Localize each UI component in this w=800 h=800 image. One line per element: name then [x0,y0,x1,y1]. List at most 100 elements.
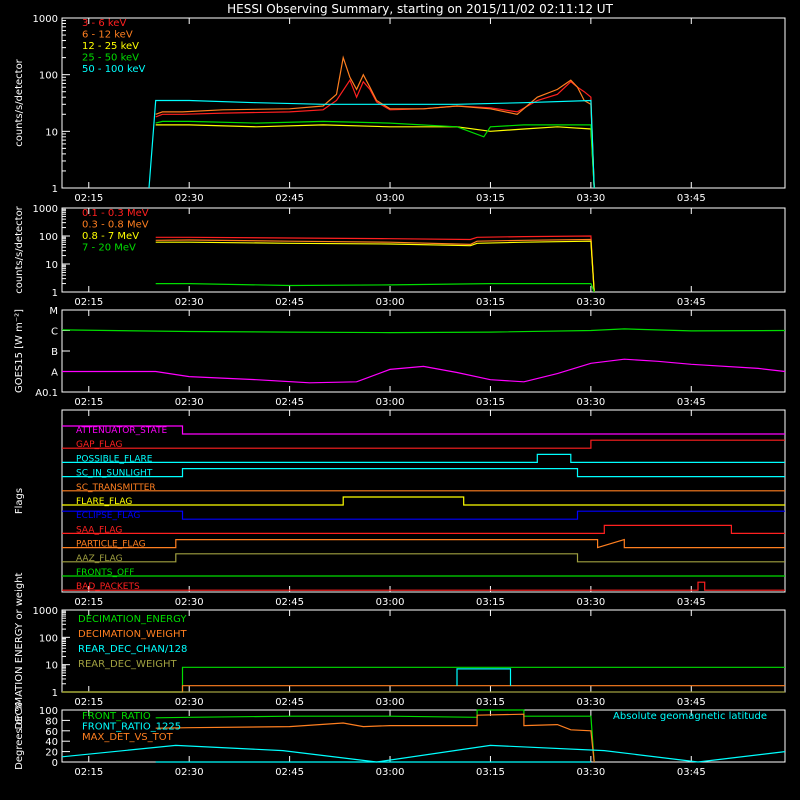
decimation-ylabel: DECIMATION ENERGY or weight [14,572,25,729]
flags-label-fronts-off: FRONTS_OFF [76,568,134,578]
ratios-legend-front-ratio-1225: FRONT_RATIO_1225 [82,722,181,733]
lightcurves-series-50-100-kev [148,99,595,189]
ratios-xtick-label-6: 03:45 [677,767,706,778]
lightcurves-legend-50-100-kev: 50 - 100 keV [82,64,146,75]
flags-label-particle-flag: PARTICLE_FLAG [76,540,146,550]
decimation-legend-decimation-energy: DECIMATION_ENERGY [78,614,187,625]
flags-label-possible-flare: POSSIBLE_FLARE [76,454,153,464]
flags-xtick-label-4: 03:15 [476,597,505,608]
flags-label-gap-flag: GAP_FLAG [76,440,122,450]
decimation-series-rear-dec-chan-128 [456,668,512,686]
flags-xtick-label-2: 02:45 [275,597,304,608]
decimation-ytick-label-1: 10 [45,661,58,672]
ratios-xtick-label-4: 03:15 [476,767,505,778]
goes-ytick-label-0: A0.1 [35,388,58,399]
goes-ylabel: GOES15 [W m⁻²] [14,309,25,393]
high_energy-xtick-label-5: 03:30 [576,297,605,308]
flags-series-gap-flag [62,439,785,449]
high_energy-xtick-label-1: 02:30 [175,297,204,308]
ratios-ytick-label-4: 80 [45,716,58,727]
flags-xtick-label-1: 02:30 [175,597,204,608]
lightcurves-xtick-label-3: 03:00 [376,193,405,204]
decimation-xtick-label-2: 02:45 [275,697,304,708]
decimation-xtick-label-5: 03:30 [576,697,605,708]
flags-label-sc-transmitter: SC_TRANSMITTER [76,483,156,493]
high_energy-xtick-label-4: 03:15 [476,297,505,308]
decimation-ytick-label-2: 100 [39,633,58,644]
panel-flags: 02:15 02:30 02:45 03:00 03:15 03:30 03:45 Flags… [14,409,786,608]
lightcurves-ytick-label-1: 10 [45,127,58,138]
ratios-series-absolute-geomagnetic-latitude [61,744,786,763]
ratios-ytick-label-2: 40 [45,737,58,748]
ratios-xtick-label-2: 02:45 [275,767,304,778]
goes-ytick-label-1: A [51,368,58,379]
flags-ylabel: Flags [14,488,25,514]
high_energy-series-0-3-0-8-mev [155,238,595,293]
decimation-legend-rear-dec-chan-128: REAR_DEC_CHAN/128 [78,644,187,655]
ratios-annotation: Absolute geomagnetic latitude [613,711,767,722]
high_energy-series-7-20-mev [155,283,595,293]
flags-xtick-label-5: 03:30 [576,597,605,608]
ratios-series-max-det-vs-tot [155,713,595,763]
ratios-ytick-label-5: 100 [39,706,58,717]
lightcurves-ytick-label-0: 1 [52,184,58,195]
ratios-series-front-ratio [155,709,595,763]
lightcurves-xtick-label-2: 02:45 [275,193,304,204]
high_energy-ytick-label-1: 10 [45,260,58,271]
lightcurves-legend-25-50-kev: 25 - 50 keV [82,53,139,64]
decimation-ytick-label-3: 1000 [33,606,58,617]
lightcurves-xtick-label-6: 03:45 [677,193,706,204]
high_energy-xtick-label-2: 02:45 [275,297,304,308]
ratios-ytick-label-0: 0 [52,758,58,769]
high_energy-legend-0-8-7-mev: 0.8 - 7 MeV [82,231,139,242]
flags-series-sc-in-sunlight [62,468,785,478]
panel-ratios: 02:15 02:30 02:45 03:00 03:15 03:30 03:45 Degre… [14,702,786,778]
chart-panels: 02:15 02:30 02:45 03:00 03:15 03:30 03:45 count… [14,14,786,778]
lightcurves-ytick-label-2: 100 [39,71,58,82]
goes-xtick-label-4: 03:15 [476,397,505,408]
panel-high_energy: 02:15 02:30 02:45 03:00 03:15 03:30 03:45 count… [14,204,786,308]
flags-series-aaz-flag [62,553,785,563]
flags-series-bad-packets [62,581,785,591]
lightcurves-legend-6-12-kev: 6 - 12 keV [82,30,133,41]
lightcurves-series-6-12-kev [155,55,595,189]
flags-series-eclipse-flag [62,510,785,520]
high_energy-xtick-label-6: 03:45 [677,297,706,308]
flags-frame [61,409,786,593]
lightcurves-xtick-label-1: 02:30 [175,193,204,204]
lightcurves-ylabel: counts/s/detector [14,58,25,146]
ratios-legend-front-ratio: FRONT_RATIO [82,711,151,722]
lightcurves-legend-3-6-kev: 3 - 6 keV [82,18,126,29]
lightcurves-xtick-label-4: 03:15 [476,193,505,204]
flags-label-sc-in-sunlight: SC_IN_SUNLIGHT [76,469,153,479]
high_energy-ylabel: counts/s/detector [14,205,25,293]
decimation-xtick-label-4: 03:15 [476,697,505,708]
goes-frame [61,309,786,393]
high_energy-legend-0-3-0-8-mev: 0.3 - 0.8 MeV [82,220,149,231]
flags-label-flare-flag: FLARE_FLAG [76,497,132,507]
flags-label-eclipse-flag: ECLIPSE_FLAG [76,511,140,521]
goes-series-goes-short [62,358,786,384]
high_energy-ytick-label-0: 1 [52,288,58,299]
lightcurves-series-12-25-kev [155,124,595,189]
high_energy-frame [61,207,786,293]
goes-ytick-label-3: C [51,327,58,338]
decimation-xtick-label-6: 03:45 [677,697,706,708]
decimation-series-decimation-weight [62,685,785,693]
ratios-xtick-label-1: 02:30 [175,767,204,778]
decimation-legend-decimation-weight: DECIMATION_WEIGHT [78,629,187,640]
goes-xtick-label-3: 03:00 [376,397,405,408]
flags-xtick-label-6: 03:45 [677,597,706,608]
goes-xtick-label-5: 03:30 [576,397,605,408]
flags-label-saa-flag: SAA_FLAG [76,525,122,535]
figure-title: HESSI Observing Summary, starting on 201… [227,2,613,16]
flags-series-particle-flag [62,538,785,549]
decimation-xtick-label-0: 02:15 [74,697,103,708]
goes-xtick-label-0: 02:15 [74,397,103,408]
lightcurves-xtick-label-5: 03:30 [576,193,605,204]
decimation-xtick-label-3: 03:00 [376,697,405,708]
flags-label-attenuator-state: ATTENUATOR_STATE [76,426,168,436]
lightcurves-xtick-label-0: 02:15 [74,193,103,204]
high_energy-legend-7-20-mev: 7 - 20 MeV [82,243,136,254]
